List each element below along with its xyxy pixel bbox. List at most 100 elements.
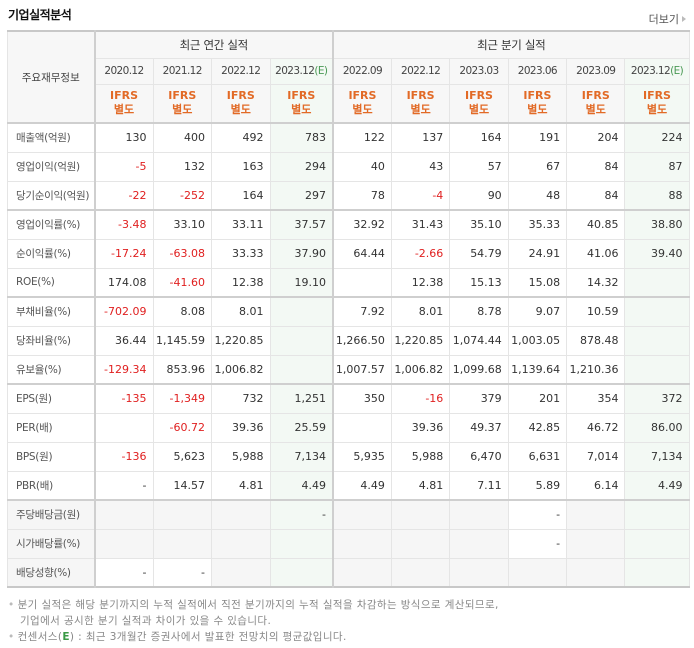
value-cell	[269, 557, 334, 588]
value-cell: 42.85	[507, 412, 568, 443]
period-quarter: 2022.09	[332, 57, 392, 85]
value-cell: -22	[93, 180, 154, 211]
value-cell: -4	[390, 180, 451, 211]
value-cell: 35.10	[449, 209, 509, 240]
accounting-basis: IFRS 별도	[211, 83, 271, 124]
value-cell: 64.44	[332, 238, 392, 269]
value-cell: 88	[624, 180, 690, 211]
value-cell: 354	[566, 383, 626, 414]
table-row: 주당배당금(원) - -	[7, 499, 690, 530]
value-cell	[449, 499, 509, 530]
value-cell: 6,470	[449, 441, 509, 472]
value-cell: 201	[507, 383, 568, 414]
value-cell: 7.11	[449, 470, 509, 501]
table-row: PER(배) -60.72 39.36 25.59 39.36 49.37 42.85 46.…	[7, 412, 690, 443]
table-row: 시가배당률(%) -	[7, 528, 690, 559]
row-label: 시가배당률(%)	[7, 528, 95, 559]
row-label: ROE(%)	[7, 267, 95, 298]
value-cell	[624, 557, 690, 588]
row-header-label: 주요재무정보	[7, 30, 95, 124]
value-cell: 14.57	[152, 470, 212, 501]
period-quarter: 2022.12	[390, 57, 451, 85]
table-row: 배당성향(%) - -	[7, 557, 690, 588]
footnotes: • 분기 실적은 해당 분기까지의 누적 실적에서 직전 분기까지의 누적 실적을…	[8, 597, 499, 645]
value-cell	[624, 499, 690, 530]
value-cell	[93, 528, 154, 559]
value-cell: 41.06	[566, 238, 626, 269]
table-row: BPS(원) -136 5,623 5,988 7,134 5,935 5,988 6,470…	[7, 441, 690, 472]
value-cell: 57	[449, 151, 509, 182]
value-cell: 164	[211, 180, 271, 211]
value-cell: -5	[93, 151, 154, 182]
value-cell: 1,220.85	[211, 325, 271, 356]
value-cell	[624, 267, 690, 298]
value-cell: 5,988	[390, 441, 451, 472]
value-cell: 32.92	[332, 209, 392, 240]
value-cell: 19.10	[269, 267, 334, 298]
accounting-basis: IFRS 별도	[390, 83, 451, 124]
value-cell: -702.09	[93, 296, 154, 327]
table-row: ROE(%) 174.08 -41.60 12.38 19.10 12.38 15.13 15…	[7, 267, 690, 298]
table-row: 당좌비율(%) 36.44 1,145.59 1,220.85 1,266.50 1,22…	[7, 325, 690, 356]
value-cell: 1,220.85	[390, 325, 451, 356]
value-cell: 48	[507, 180, 568, 211]
value-cell: -16	[390, 383, 451, 414]
value-cell	[624, 296, 690, 327]
table-row: 유보율(%) -129.34 853.96 1,006.82 1,007.57 1,006…	[7, 354, 690, 385]
row-label: 부채비율(%)	[7, 296, 95, 327]
period-annual: 2021.12	[152, 57, 212, 85]
accounting-basis: IFRS 별도	[624, 83, 690, 124]
value-cell	[269, 528, 334, 559]
value-cell: 5,935	[332, 441, 392, 472]
value-cell	[332, 557, 392, 588]
value-cell	[332, 528, 392, 559]
value-cell	[390, 557, 451, 588]
value-cell	[269, 354, 334, 385]
value-cell	[332, 412, 392, 443]
value-cell: 86.00	[624, 412, 690, 443]
period-annual-estimate: 2023.12(E)	[269, 57, 334, 85]
value-cell: 6.14	[566, 470, 626, 501]
value-cell: 78	[332, 180, 392, 211]
value-cell: 5,988	[211, 441, 271, 472]
value-cell	[390, 528, 451, 559]
value-cell: 1,006.82	[211, 354, 271, 385]
note-1: • 분기 실적은 해당 분기까지의 누적 실적에서 직전 분기까지의 누적 실적을…	[8, 599, 499, 611]
value-cell: 43	[390, 151, 451, 182]
value-cell: 1,266.50	[332, 325, 392, 356]
value-cell: -	[152, 557, 212, 588]
more-link[interactable]: 더보기	[649, 11, 686, 27]
value-cell	[566, 557, 626, 588]
value-cell: 6,631	[507, 441, 568, 472]
value-cell: -2.66	[390, 238, 451, 269]
value-cell: 25.59	[269, 412, 334, 443]
value-cell: 1,139.64	[507, 354, 568, 385]
accounting-basis: IFRS 별도	[507, 83, 568, 124]
value-cell: 4.81	[390, 470, 451, 501]
value-cell: 294	[269, 151, 334, 182]
value-cell: 4.49	[624, 470, 690, 501]
value-cell: -1,349	[152, 383, 212, 414]
value-cell: 204	[566, 122, 626, 153]
table-row: 매출액(억원) 130 400 492 783 122 137 164 191 204 224	[7, 122, 690, 153]
value-cell: 24.91	[507, 238, 568, 269]
value-cell	[507, 557, 568, 588]
value-cell	[566, 499, 626, 530]
value-cell: 46.72	[566, 412, 626, 443]
value-cell: 130	[93, 122, 154, 153]
value-cell: 84	[566, 151, 626, 182]
value-cell: 163	[211, 151, 271, 182]
value-cell: 14.32	[566, 267, 626, 298]
arrow-right-icon	[682, 16, 686, 22]
value-cell: 12.38	[390, 267, 451, 298]
table-row: 부채비율(%) -702.09 8.08 8.01 7.92 8.01 8.78 9.07 10…	[7, 296, 690, 327]
group-annual: 최근 연간 실적	[93, 30, 334, 59]
value-cell: 39.36	[390, 412, 451, 443]
value-cell: 191	[507, 122, 568, 153]
value-cell	[93, 499, 154, 530]
row-label: 영업이익률(%)	[7, 209, 95, 240]
value-cell: -136	[93, 441, 154, 472]
value-cell: 783	[269, 122, 334, 153]
value-cell: 40	[332, 151, 392, 182]
value-cell: 49.37	[449, 412, 509, 443]
